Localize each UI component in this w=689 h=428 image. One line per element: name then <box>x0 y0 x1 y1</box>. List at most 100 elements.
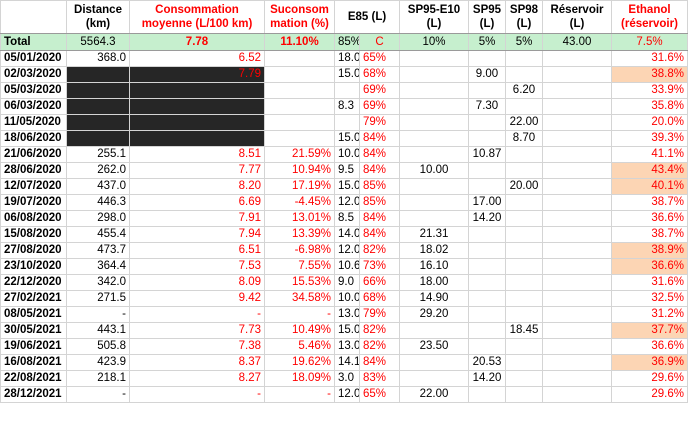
cell-date[interactable]: 12/07/2020 <box>0 178 67 195</box>
cell-sp95e10[interactable] <box>399 354 469 371</box>
cell-e85-percent[interactable]: 84% <box>359 146 400 163</box>
cell-reservoir[interactable] <box>542 98 612 115</box>
cell-sp95e10[interactable]: 29.20 <box>399 306 469 323</box>
cell-sp98[interactable] <box>505 306 543 323</box>
cell-e85-percent[interactable]: 66% <box>359 274 400 291</box>
cell-date[interactable]: 06/08/2020 <box>0 210 67 227</box>
header-reservoir[interactable]: Réservoir (L) <box>542 0 612 34</box>
total-sp98[interactable]: 5% <box>505 33 543 51</box>
cell-e85[interactable]: 14.0 <box>334 226 360 243</box>
cell-e85-percent[interactable]: 84% <box>359 210 400 227</box>
cell-sp95e10[interactable] <box>399 66 469 83</box>
cell-sp95e10[interactable]: 21.31 <box>399 226 469 243</box>
cell-distance[interactable]: 423.9 <box>66 354 130 371</box>
cell-reservoir[interactable] <box>542 274 612 291</box>
header-sp95[interactable]: SP95 (L) <box>468 0 506 34</box>
cell-distance[interactable]: 255.1 <box>66 146 130 163</box>
cell-consommation[interactable]: 8.27 <box>129 370 265 387</box>
cell-distance[interactable]: 262.0 <box>66 162 130 179</box>
cell-distance[interactable] <box>66 98 130 115</box>
cell-sp95[interactable] <box>468 290 506 307</box>
cell-distance[interactable]: 505.8 <box>66 338 130 355</box>
cell-sp95[interactable] <box>468 114 506 131</box>
total-label[interactable]: Total <box>0 33 67 51</box>
cell-reservoir[interactable] <box>542 242 612 259</box>
cell-sp95[interactable]: 14.20 <box>468 210 506 227</box>
cell-sp95[interactable] <box>468 82 506 99</box>
cell-distance[interactable]: 437.0 <box>66 178 130 195</box>
cell-sp98[interactable] <box>505 162 543 179</box>
cell-e85-percent[interactable]: 82% <box>359 338 400 355</box>
cell-sp95e10[interactable] <box>399 82 469 99</box>
cell-ethanol[interactable]: 29.6% <box>611 370 688 387</box>
header-surconsommation[interactable]: Suconsom mation (%) <box>264 0 335 34</box>
cell-consommation[interactable]: 7.91 <box>129 210 265 227</box>
cell-sp95e10[interactable] <box>399 50 469 67</box>
total-e85-percent[interactable]: 85% <box>334 33 360 51</box>
cell-sp98[interactable] <box>505 290 543 307</box>
cell-reservoir[interactable] <box>542 226 612 243</box>
total-distance[interactable]: 5564.3 <box>66 33 130 51</box>
cell-sp95[interactable]: 14.20 <box>468 370 506 387</box>
cell-sp98[interactable] <box>505 194 543 211</box>
cell-e85-percent[interactable]: 85% <box>359 194 400 211</box>
cell-ethanol[interactable]: 36.9% <box>611 354 688 371</box>
cell-distance[interactable]: - <box>66 306 130 323</box>
cell-ethanol[interactable]: 43.4% <box>611 162 688 179</box>
total-surconsommation[interactable]: 11.10% <box>264 33 335 51</box>
cell-reservoir[interactable] <box>542 322 612 339</box>
cell-reservoir[interactable] <box>542 338 612 355</box>
total-consommation[interactable]: 7.78 <box>129 33 265 51</box>
cell-consommation[interactable]: 7.38 <box>129 338 265 355</box>
cell-consommation[interactable] <box>129 98 265 115</box>
cell-distance[interactable]: 368.0 <box>66 50 130 67</box>
cell-e85-percent[interactable]: 69% <box>359 98 400 115</box>
cell-e85-percent[interactable]: 65% <box>359 386 400 403</box>
cell-e85-percent[interactable]: 82% <box>359 322 400 339</box>
cell-sp95[interactable]: 7.30 <box>468 98 506 115</box>
cell-sp95[interactable] <box>468 50 506 67</box>
cell-sp95[interactable] <box>468 386 506 403</box>
cell-sp98[interactable] <box>505 66 543 83</box>
cell-date[interactable]: 15/08/2020 <box>0 226 67 243</box>
cell-date[interactable]: 27/02/2021 <box>0 290 67 307</box>
cell-consommation[interactable]: 7.77 <box>129 162 265 179</box>
cell-consommation[interactable]: 6.69 <box>129 194 265 211</box>
cell-sp95[interactable] <box>468 258 506 275</box>
cell-consommation[interactable]: - <box>129 306 265 323</box>
total-sp95e10[interactable]: 10% <box>399 33 469 51</box>
cell-ethanol[interactable]: 37.7% <box>611 322 688 339</box>
cell-sp95e10[interactable] <box>399 146 469 163</box>
cell-e85[interactable]: 12.0 <box>334 242 360 259</box>
cell-ethanol[interactable]: 36.6% <box>611 210 688 227</box>
cell-date[interactable]: 18/06/2020 <box>0 130 67 147</box>
cell-e85-percent[interactable]: 85% <box>359 178 400 195</box>
cell-e85[interactable]: 10.0 <box>334 146 360 163</box>
cell-reservoir[interactable] <box>542 290 612 307</box>
cell-surconsommation[interactable]: -6.98% <box>264 242 335 259</box>
cell-sp98[interactable]: 6.20 <box>505 82 543 99</box>
cell-e85-percent[interactable]: 68% <box>359 66 400 83</box>
cell-e85-percent[interactable]: 73% <box>359 258 400 275</box>
cell-consommation[interactable] <box>129 82 265 99</box>
cell-ethanol[interactable]: 36.6% <box>611 338 688 355</box>
cell-date[interactable]: 08/05/2021 <box>0 306 67 323</box>
cell-distance[interactable]: 364.4 <box>66 258 130 275</box>
cell-ethanol[interactable]: 38.7% <box>611 226 688 243</box>
cell-reservoir[interactable] <box>542 66 612 83</box>
cell-surconsommation[interactable] <box>264 66 335 83</box>
cell-sp95e10[interactable] <box>399 194 469 211</box>
cell-surconsommation[interactable]: 21.59% <box>264 146 335 163</box>
cell-surconsommation[interactable]: - <box>264 306 335 323</box>
cell-ethanol[interactable]: 31.6% <box>611 274 688 291</box>
cell-surconsommation[interactable]: 10.94% <box>264 162 335 179</box>
cell-reservoir[interactable] <box>542 114 612 131</box>
total-sp95[interactable]: 5% <box>468 33 506 51</box>
cell-surconsommation[interactable]: 19.62% <box>264 354 335 371</box>
cell-date[interactable]: 21/06/2020 <box>0 146 67 163</box>
cell-sp95e10[interactable]: 18.00 <box>399 274 469 291</box>
cell-sp95e10[interactable]: 16.10 <box>399 258 469 275</box>
cell-sp95e10[interactable] <box>399 178 469 195</box>
cell-surconsommation[interactable]: 18.09% <box>264 370 335 387</box>
cell-reservoir[interactable] <box>542 130 612 147</box>
